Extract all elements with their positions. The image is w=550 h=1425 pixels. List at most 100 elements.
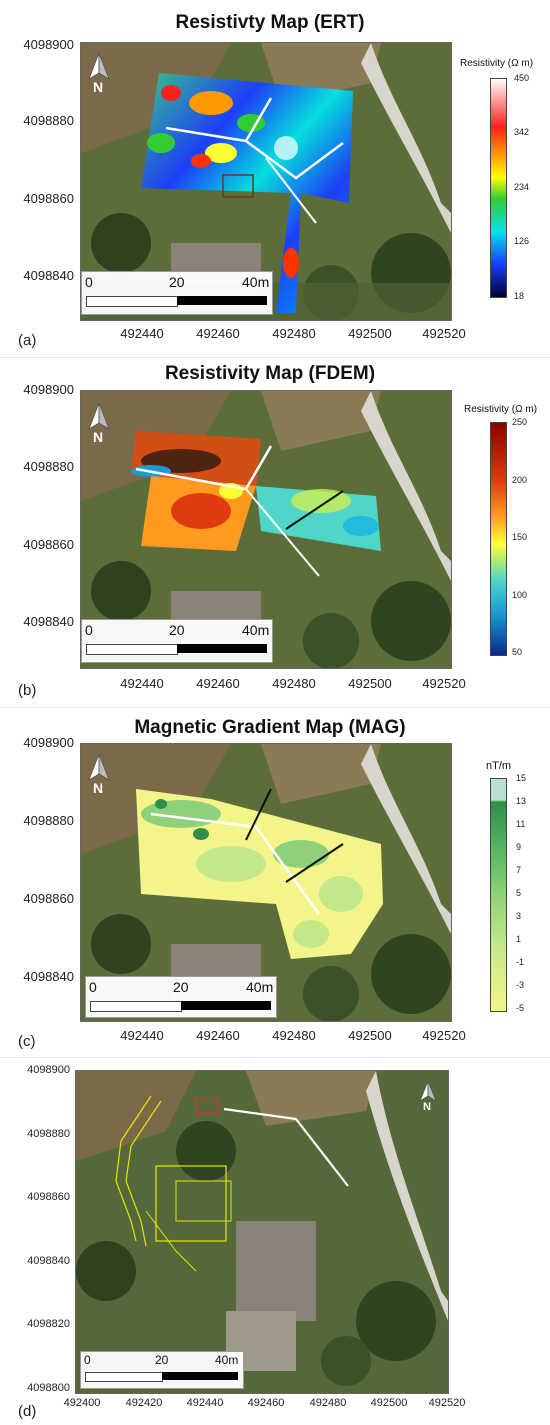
panel-d: N 0 20 40m 4098900 4098880 4098860 40988… [0, 1060, 550, 1425]
x-tick: 492520 [422, 676, 466, 691]
scale-label-0: 0 [84, 1353, 91, 1367]
x-tick: 492440 [120, 1028, 164, 1043]
x-tick: 492480 [272, 676, 316, 691]
north-arrow: N [85, 51, 115, 96]
x-tick: 492460 [247, 1397, 285, 1409]
scale-label-40: 40m [215, 1353, 239, 1367]
colorbar-tick: -5 [516, 1003, 525, 1013]
map-view[interactable]: N 0 20 40m [80, 743, 452, 1022]
scale-label-20: 20 [173, 979, 189, 995]
y-tick: 4098900 [27, 1064, 70, 1076]
scale-segment-white [90, 1001, 182, 1012]
scale-bar: 0 20 40m [80, 1351, 244, 1389]
colorbar-tick: 126 [514, 236, 530, 246]
map-view[interactable]: N 0 20 40m [80, 42, 452, 321]
colorbar-tick: 13 [516, 796, 527, 806]
colorbar-tick: 234 [514, 182, 530, 192]
colorbar-tick: 200 [512, 475, 528, 485]
x-tick: 492460 [196, 1028, 240, 1043]
scale-label-20: 20 [169, 622, 185, 638]
x-tick: 492460 [196, 676, 240, 691]
y-tick: 4098840 [23, 969, 74, 984]
colorbar-tick: 11 [516, 819, 526, 829]
colorbar-title: nT/m [486, 760, 512, 772]
fdem-overlay [131, 431, 381, 577]
y-tick: 4098880 [23, 813, 74, 828]
scale-bar: 0 20 40m [81, 619, 273, 663]
colorbar-tick: -3 [516, 980, 525, 990]
x-tick: 492480 [272, 1028, 316, 1043]
panel-b: Resistivity Map (FDEM) [0, 360, 550, 705]
x-tick: 492400 [63, 1397, 101, 1409]
y-tick: 4098840 [27, 1255, 70, 1267]
colorbar [490, 778, 507, 1012]
colorbar-tick: 50 [512, 647, 523, 657]
scale-label-40: 40m [246, 979, 274, 995]
north-arrow-icon [419, 1080, 437, 1102]
y-tick: 4098800 [27, 1382, 70, 1394]
panel-a: Resistivty Map (ERT) [0, 0, 550, 355]
panel-label: (a) [18, 332, 37, 349]
colorbar-tick: 5 [516, 888, 522, 898]
colorbar-tick: 1 [516, 934, 522, 944]
x-tick: 492500 [348, 1028, 392, 1043]
y-tick: 4098880 [23, 113, 74, 128]
colorbar-tick: 7 [516, 865, 522, 875]
panel-label: (b) [18, 682, 37, 699]
y-tick: 4098840 [23, 268, 74, 283]
panel-label: (d) [18, 1403, 37, 1420]
y-tick: 4098860 [27, 1191, 70, 1203]
x-tick: 492480 [309, 1397, 347, 1409]
x-tick: 492440 [120, 676, 164, 691]
scale-segment-black [162, 1372, 238, 1380]
y-tick: 4098860 [23, 537, 74, 552]
scale-segment-black [181, 1001, 271, 1010]
divider [0, 1057, 550, 1058]
colorbar-tick: 9 [516, 842, 522, 852]
north-label: N [93, 79, 104, 95]
x-tick: 492420 [125, 1397, 163, 1409]
y-tick: 4098900 [23, 382, 74, 397]
panel-label: (c) [18, 1033, 36, 1050]
scale-label-40: 40m [242, 622, 270, 638]
north-label: N [93, 780, 104, 796]
scale-label-20: 20 [155, 1353, 169, 1367]
map-view[interactable]: N 0 20 40m [75, 1070, 449, 1394]
scale-segment-white [85, 1372, 163, 1382]
colorbar-tick: 450 [514, 73, 530, 83]
panel-title: Resistivity Map (FDEM) [164, 363, 376, 384]
x-tick: 492460 [196, 326, 240, 341]
colorbar-title: Resistivity (Ω m) [460, 58, 534, 69]
mag-overlay [136, 788, 383, 959]
scale-segment-black [177, 644, 267, 653]
scale-bar: 0 20 40m [81, 271, 273, 315]
x-tick: 492480 [272, 326, 316, 341]
scale-label-20: 20 [169, 274, 185, 290]
x-tick: 492500 [370, 1397, 408, 1409]
divider [0, 707, 550, 708]
colorbar-tick: 342 [514, 127, 530, 137]
ert-overlay [141, 73, 353, 313]
y-tick: 4098860 [23, 891, 74, 906]
scale-label-0: 0 [85, 622, 93, 638]
colorbar [490, 422, 507, 656]
x-tick: 492440 [120, 326, 164, 341]
x-tick: 492520 [422, 326, 466, 341]
map-view[interactable]: N 0 20 40m [80, 390, 452, 669]
scale-segment-white [86, 296, 178, 307]
colorbar-tick: 100 [512, 590, 528, 600]
colorbar-tick: 150 [512, 532, 528, 542]
north-arrow: N [85, 752, 115, 797]
north-arrow-icon [88, 402, 110, 430]
panel-c: Magnetic Gradient Map (MAG) [0, 710, 550, 1055]
y-tick: 4098820 [27, 1318, 70, 1330]
north-arrow-icon [88, 52, 110, 80]
panel-title: Resistivty Map (ERT) [175, 12, 365, 33]
scale-label-40: 40m [242, 274, 270, 290]
y-tick: 4098880 [27, 1128, 70, 1140]
scale-label-0: 0 [85, 274, 93, 290]
north-arrow: N [85, 401, 115, 446]
y-tick: 4098880 [23, 459, 74, 474]
scale-bar: 0 20 40m [85, 976, 277, 1018]
colorbar-title: Resistivity (Ω m) [464, 404, 538, 415]
